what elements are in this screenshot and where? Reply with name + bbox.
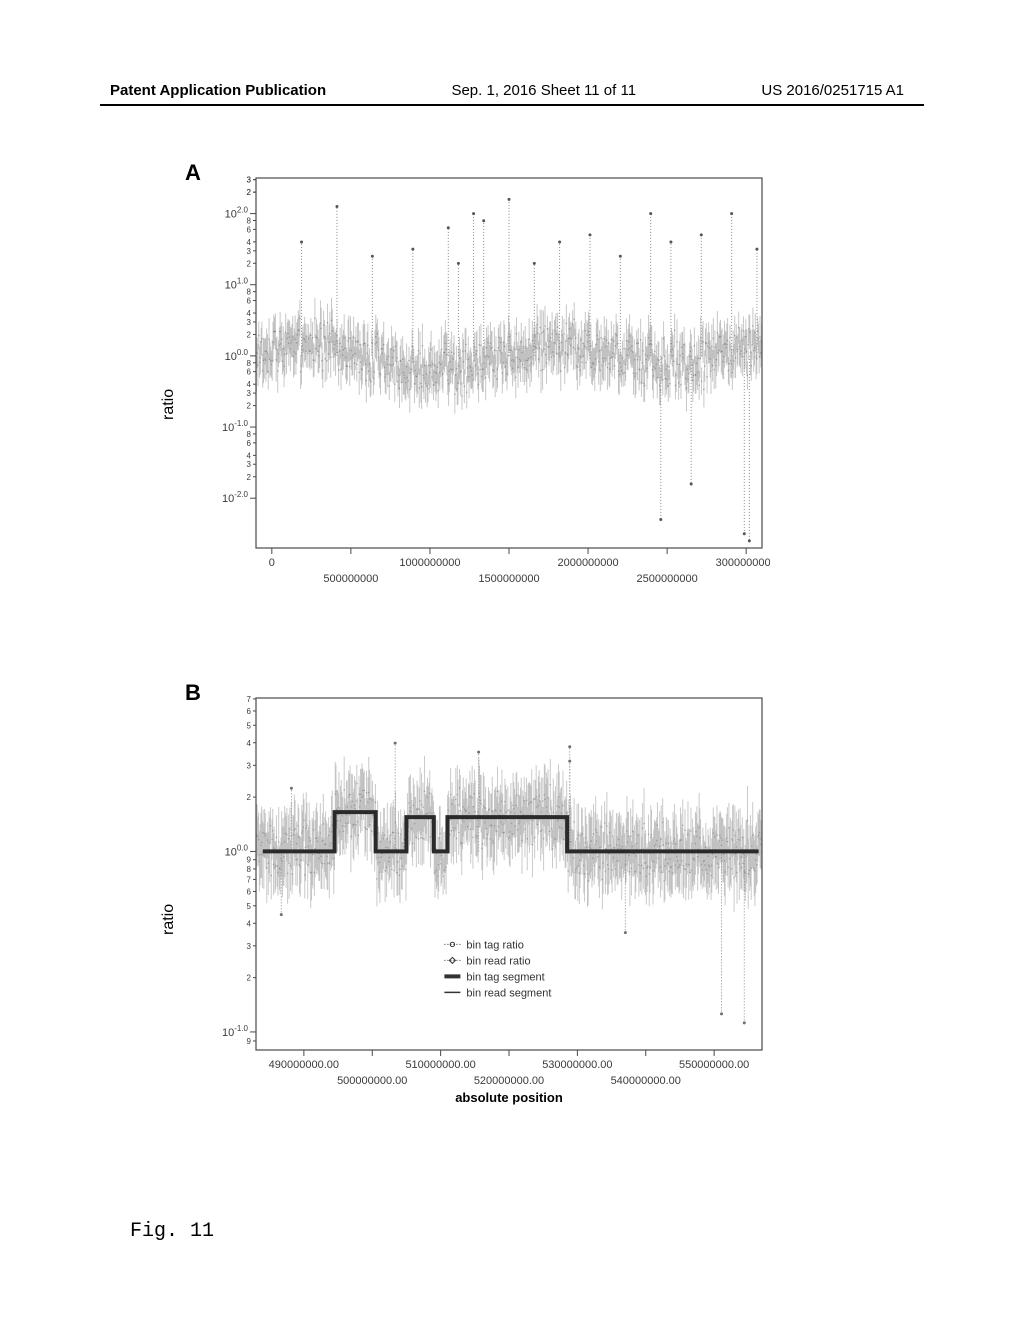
svg-text:8: 8 [247,288,252,297]
svg-text:6: 6 [247,439,252,448]
svg-text:2: 2 [247,330,252,339]
svg-text:540000000.00: 540000000.00 [611,1075,681,1087]
svg-text:9: 9 [247,1037,252,1046]
svg-text:8: 8 [247,359,252,368]
svg-text:6: 6 [247,225,252,234]
svg-text:6: 6 [247,297,252,306]
svg-text:bin read segment: bin read segment [466,987,551,999]
svg-text:2: 2 [247,793,252,802]
svg-text:8: 8 [247,865,252,874]
svg-text:6: 6 [247,707,252,716]
svg-text:3: 3 [247,389,252,398]
panel-a-chart: 10-2.02346810-1.023468100.023468101.0234… [200,170,770,600]
svg-text:1000000000: 1000000000 [399,557,460,569]
svg-text:8: 8 [247,216,252,225]
svg-text:100.0: 100.0 [225,843,249,858]
svg-text:bin read ratio: bin read ratio [466,955,530,967]
svg-text:3: 3 [247,942,252,951]
svg-text:0: 0 [269,557,275,569]
panel-b-chart: bin tag ratio bin read ratio bin tag segme… [200,690,770,1120]
svg-text:102.0: 102.0 [225,206,249,221]
svg-text:4: 4 [247,309,252,318]
svg-text:3: 3 [247,176,252,185]
header-right: US 2016/0251715 A1 [761,82,904,99]
svg-text:1500000000: 1500000000 [478,573,539,585]
svg-text:490000000.00: 490000000.00 [269,1059,339,1071]
svg-text:510000000.00: 510000000.00 [405,1059,475,1071]
svg-text:3: 3 [247,247,252,256]
svg-text:8: 8 [247,430,252,439]
svg-text:4: 4 [247,739,252,748]
svg-text:7: 7 [247,875,252,884]
svg-text:2000000000: 2000000000 [557,557,618,569]
panel-a-label: A [185,160,201,186]
figure-caption: Fig. 11 [130,1220,214,1243]
svg-text:5: 5 [247,721,252,730]
svg-text:6: 6 [247,887,252,896]
svg-text:2500000000: 2500000000 [637,573,698,585]
svg-text:absolute position: absolute position [455,1090,563,1105]
svg-text:500000000.00: 500000000.00 [337,1075,407,1087]
panel-b-label: B [185,680,201,706]
svg-text:10-2.0: 10-2.0 [222,490,249,505]
svg-text:500000000: 500000000 [323,573,378,585]
svg-text:bin tag segment: bin tag segment [466,971,544,983]
svg-text:520000000.00: 520000000.00 [474,1075,544,1087]
svg-text:6: 6 [247,368,252,377]
svg-text:2: 2 [247,402,252,411]
svg-text:2: 2 [247,473,252,482]
svg-text:550000000.00: 550000000.00 [679,1059,749,1071]
svg-text:3: 3 [247,761,252,770]
header-rule [100,104,924,106]
svg-text:3: 3 [247,460,252,469]
svg-text:4: 4 [247,919,252,928]
header-center: Sep. 1, 2016 Sheet 11 of 11 [451,82,636,99]
svg-text:101.0: 101.0 [225,277,249,292]
svg-text:10-1.0: 10-1.0 [222,1024,249,1039]
svg-text:2: 2 [247,259,252,268]
svg-text:530000000.00: 530000000.00 [542,1059,612,1071]
svg-text:7: 7 [247,695,252,704]
svg-text:bin tag ratio: bin tag ratio [466,939,523,951]
panel-a-ylabel: ratio [160,389,178,420]
svg-text:2: 2 [247,974,252,983]
svg-text:100.0: 100.0 [225,348,249,363]
svg-text:5: 5 [247,902,252,911]
svg-text:9: 9 [247,856,252,865]
svg-text:3000000000: 3000000000 [716,557,770,569]
page-header: Patent Application Publication Sep. 1, 2… [0,82,1024,99]
svg-text:4: 4 [247,238,252,247]
svg-text:4: 4 [247,380,252,389]
panel-b-ylabel: ratio [160,904,178,935]
svg-text:3: 3 [247,318,252,327]
svg-text:4: 4 [247,451,252,460]
svg-text:10-1.0: 10-1.0 [222,419,249,434]
svg-text:2: 2 [247,188,252,197]
header-left: Patent Application Publication [110,82,326,99]
